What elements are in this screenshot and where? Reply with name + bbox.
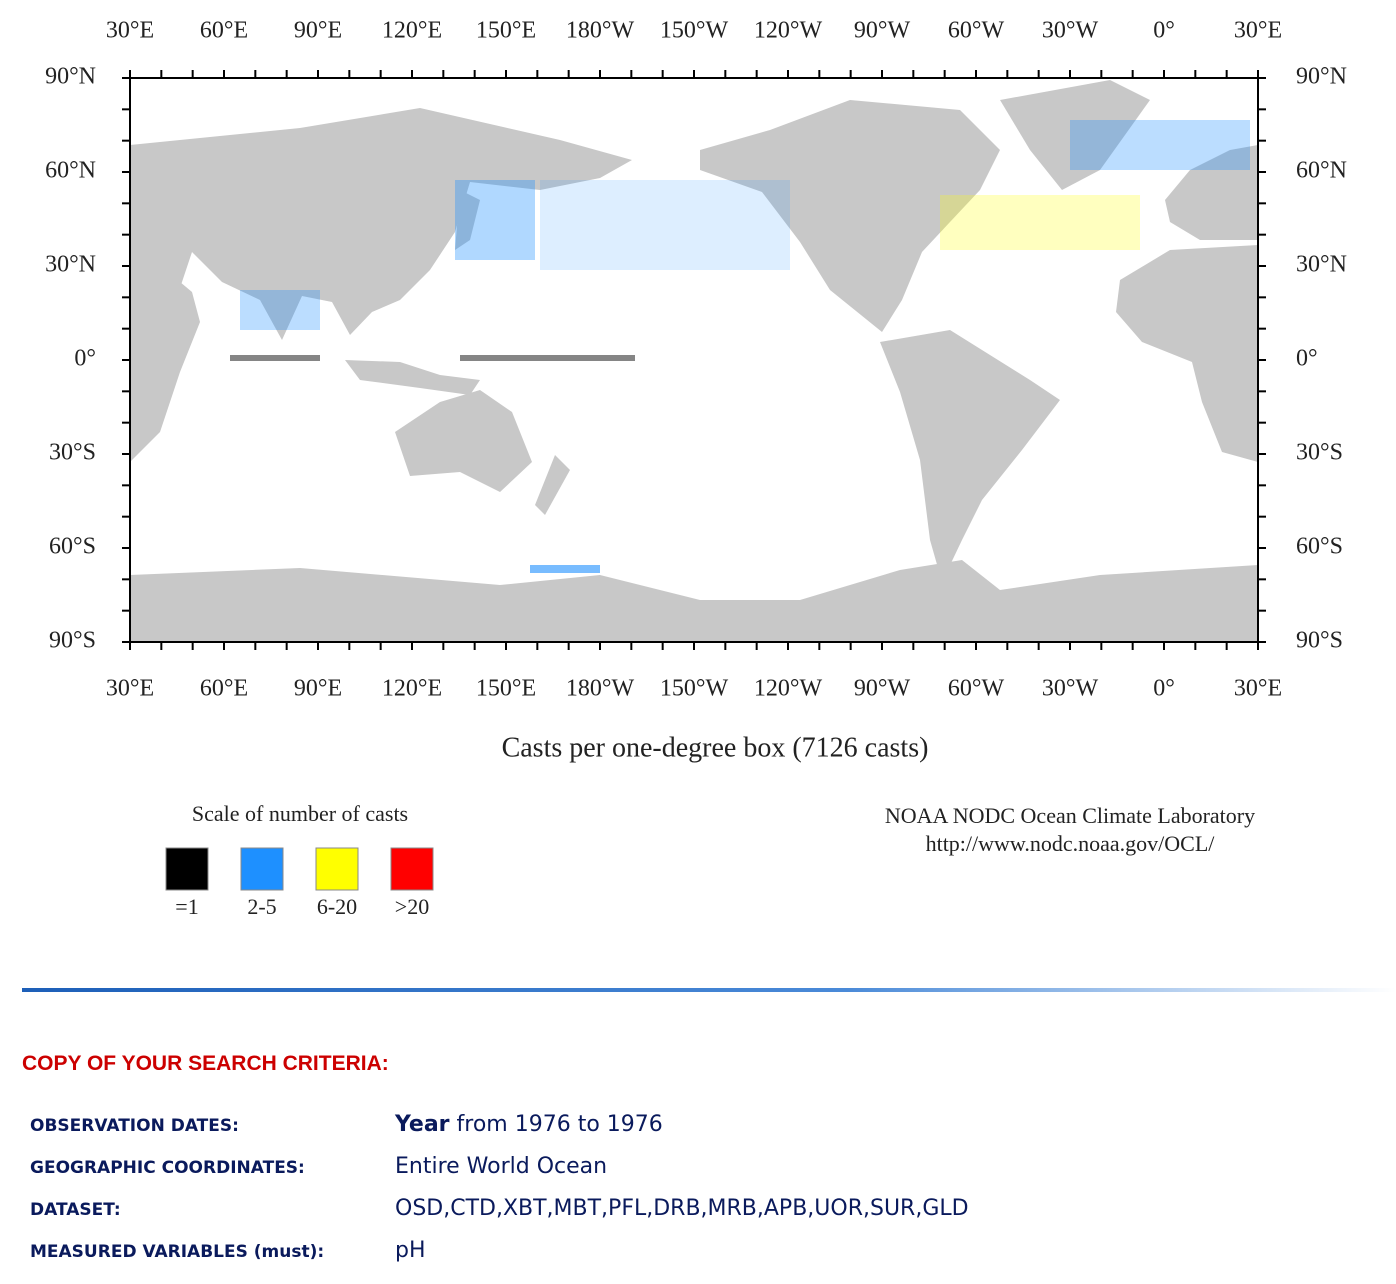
credit-url: http://www.nodc.noaa.gov/OCL/ <box>926 831 1216 856</box>
land <box>130 80 1258 642</box>
lat-label-right: 90°N <box>1296 64 1347 90</box>
criteria-value-text: from 1976 to 1976 <box>456 1112 663 1137</box>
lon-label-top: 150°E <box>476 18 536 44</box>
lon-label-bottom: 30°E <box>106 676 154 702</box>
lat-label-left: 90°S <box>49 628 96 654</box>
lat-label-left: 30°N <box>45 252 96 278</box>
lat-label-right: 0° <box>1296 346 1318 372</box>
criteria-label: OBSERVATION DATES: <box>30 1116 239 1136</box>
legend-label: 6-20 <box>317 894 357 919</box>
criteria-label: GEOGRAPHIC COORDINATES: <box>30 1158 305 1178</box>
criteria-value-bold: Year <box>395 1112 450 1137</box>
credit: NOAA NODC Ocean Climate Laboratory <box>885 803 1255 828</box>
lon-label-top: 90°E <box>294 18 342 44</box>
lon-label-bottom: 90°E <box>294 676 342 702</box>
legend-swatch <box>240 847 284 891</box>
lon-label-top: 150°W <box>660 18 729 44</box>
legend-swatch <box>390 847 434 891</box>
lon-label-top: 30°E <box>106 18 154 44</box>
lon-label-top: 120°W <box>754 18 823 44</box>
cast-dots <box>230 120 1250 573</box>
lat-label-left: 0° <box>74 346 96 372</box>
lat-label-left: 60°N <box>45 158 96 184</box>
lon-label-bottom: 60°W <box>948 676 1005 702</box>
lon-label-bottom: 180°W <box>566 676 635 702</box>
criteria-label: MEASURED VARIABLES (must): <box>30 1242 325 1262</box>
lon-label-bottom: 90°W <box>854 676 911 702</box>
lon-label-bottom: 0° <box>1153 676 1175 702</box>
lon-label-bottom: 30°E <box>1234 676 1282 702</box>
criteria-value: pH <box>395 1238 426 1263</box>
lon-label-bottom: 150°E <box>476 676 536 702</box>
lon-label-top: 60°E <box>200 18 248 44</box>
legend-swatch <box>315 847 359 891</box>
lat-label-right: 30°S <box>1296 440 1343 466</box>
lon-label-top: 30°W <box>1042 18 1099 44</box>
lon-label-top: 0° <box>1153 18 1175 44</box>
lon-label-bottom: 30°W <box>1042 676 1099 702</box>
lon-label-bottom: 120°E <box>382 676 442 702</box>
criteria-heading: COPY OF YOUR SEARCH CRITERIA: <box>22 1052 389 1075</box>
lon-label-top: 30°E <box>1234 18 1282 44</box>
map-caption: Casts per one-degree box (7126 casts) <box>502 732 929 763</box>
lat-label-right: 30°N <box>1296 252 1347 278</box>
criteria-value: Year from 1976 to 1976 <box>395 1112 663 1137</box>
criteria-value-text: OSD,CTD,XBT,MBT,PFL,DRB,MRB,APB,UOR,SUR,… <box>395 1196 969 1221</box>
lon-label-top: 60°W <box>948 18 1005 44</box>
lat-label-right: 90°S <box>1296 628 1343 654</box>
lon-label-top: 120°E <box>382 18 442 44</box>
cast-map: Casts per one-degree box (7126 casts) Sc… <box>45 18 1347 920</box>
lat-label-right: 60°S <box>1296 534 1343 560</box>
criteria-value-text: pH <box>395 1238 426 1263</box>
criteria-label: DATASET: <box>30 1200 121 1220</box>
divider <box>22 988 1396 992</box>
lat-label-left: 30°S <box>49 440 96 466</box>
legend-swatch <box>165 847 209 891</box>
lat-label-left: 90°N <box>45 64 96 90</box>
legend-label: >20 <box>395 894 429 919</box>
criteria-value: Entire World Ocean <box>395 1154 607 1179</box>
lat-label-right: 60°N <box>1296 158 1347 184</box>
lon-label-bottom: 120°W <box>754 676 823 702</box>
lon-label-bottom: 60°E <box>200 676 248 702</box>
lon-label-bottom: 150°W <box>660 676 729 702</box>
criteria-value: OSD,CTD,XBT,MBT,PFL,DRB,MRB,APB,UOR,SUR,… <box>395 1196 969 1221</box>
lon-label-top: 180°W <box>566 18 635 44</box>
lat-label-left: 60°S <box>49 534 96 560</box>
legend-label: =1 <box>175 894 198 919</box>
legend-title: Scale of number of casts <box>192 801 408 826</box>
criteria-value-text: Entire World Ocean <box>395 1154 608 1179</box>
legend-label: 2-5 <box>247 894 276 919</box>
lon-label-top: 90°W <box>854 18 911 44</box>
